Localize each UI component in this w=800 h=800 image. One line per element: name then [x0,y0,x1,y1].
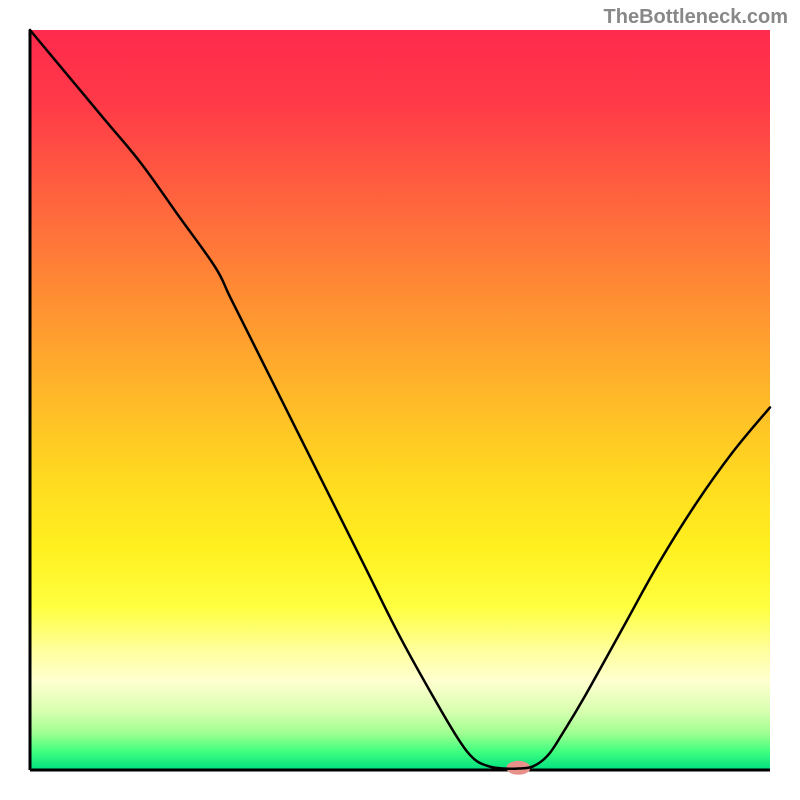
bottleneck-chart: TheBottleneck.com [0,0,800,800]
watermark-text: TheBottleneck.com [604,6,788,29]
gradient-background [30,30,770,770]
chart-svg [0,0,800,800]
